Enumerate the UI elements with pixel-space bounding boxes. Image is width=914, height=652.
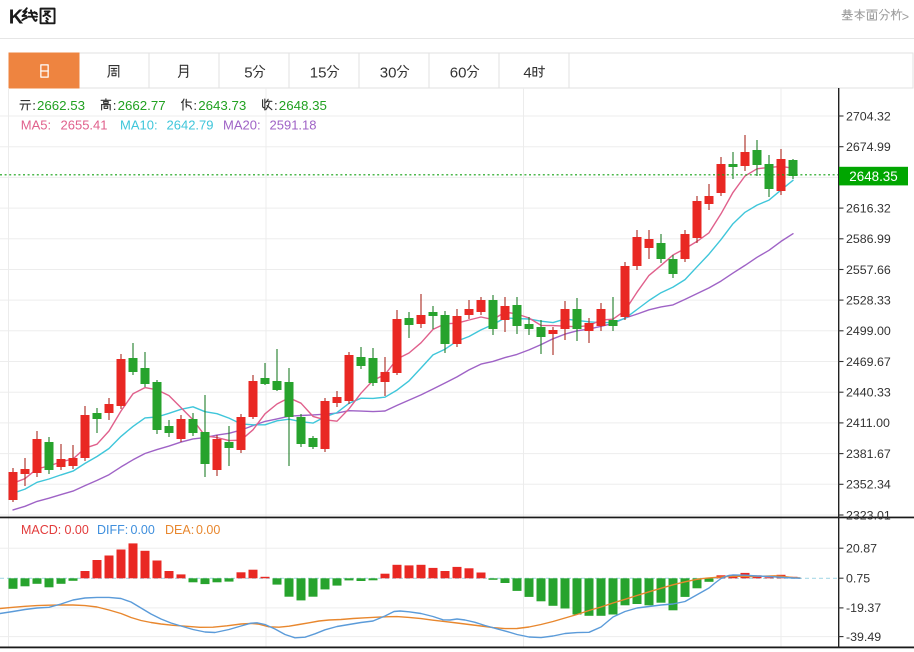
svg-text:2662.53: 2662.53 [37, 98, 85, 113]
svg-text:20.87: 20.87 [846, 542, 877, 556]
svg-text:2674.99: 2674.99 [846, 140, 891, 154]
svg-text:MA20:: MA20: [223, 118, 261, 133]
svg-text:2499.00: 2499.00 [846, 324, 891, 338]
svg-text:0.00: 0.00 [196, 523, 220, 537]
svg-text:2469.67: 2469.67 [846, 355, 891, 369]
svg-text:2591.18: 2591.18 [270, 118, 317, 133]
svg-text:0.00: 0.00 [131, 523, 155, 537]
svg-text:2586.99: 2586.99 [846, 232, 891, 246]
svg-text:2323.01: 2323.01 [846, 508, 891, 522]
svg-text:2704.32: 2704.32 [846, 109, 891, 123]
svg-text:0.00: 0.00 [65, 523, 89, 537]
svg-text:K: K [9, 6, 24, 28]
svg-text:2352.34: 2352.34 [846, 478, 891, 492]
svg-text:4: 4 [523, 64, 531, 81]
svg-text:2643.73: 2643.73 [198, 98, 246, 113]
svg-text:MACD:: MACD: [21, 523, 61, 537]
svg-text:>: > [902, 10, 909, 24]
svg-text:0.75: 0.75 [846, 572, 870, 586]
svg-text:MA5:: MA5: [21, 118, 51, 133]
svg-text::: : [113, 98, 117, 113]
svg-text:5: 5 [244, 64, 252, 81]
svg-text:DEA:: DEA: [165, 523, 194, 537]
svg-text:15: 15 [310, 64, 327, 81]
svg-text:2648.35: 2648.35 [279, 98, 327, 113]
svg-text:2648.35: 2648.35 [849, 169, 897, 184]
svg-text:2557.66: 2557.66 [846, 263, 891, 277]
svg-text::: : [274, 98, 278, 113]
svg-text::: : [193, 98, 197, 113]
svg-text:2411.00: 2411.00 [846, 416, 890, 430]
svg-text:-39.49: -39.49 [846, 630, 881, 644]
svg-text:2642.79: 2642.79 [167, 118, 214, 133]
svg-text:2662.77: 2662.77 [118, 98, 166, 113]
svg-text:MA10:: MA10: [120, 118, 158, 133]
svg-text:2655.41: 2655.41 [61, 118, 108, 133]
svg-text:2381.67: 2381.67 [846, 447, 891, 461]
svg-text:60: 60 [450, 64, 467, 81]
svg-text:-19.37: -19.37 [846, 601, 881, 615]
svg-text:DIFF:: DIFF: [97, 523, 128, 537]
svg-text:2616.32: 2616.32 [846, 201, 891, 215]
svg-text:2528.33: 2528.33 [846, 293, 891, 307]
svg-text:30: 30 [380, 64, 397, 81]
svg-text:2440.33: 2440.33 [846, 386, 891, 400]
svg-text::: : [32, 98, 36, 113]
